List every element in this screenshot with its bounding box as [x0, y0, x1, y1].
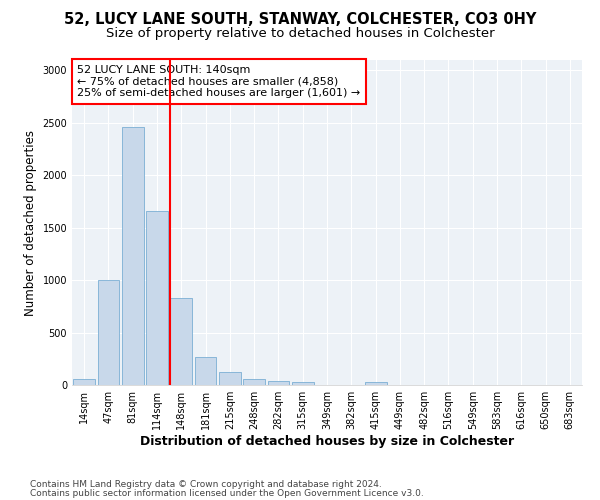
- Bar: [73, 379, 95, 385]
- Bar: [122, 127, 143, 385]
- Bar: [243, 379, 265, 385]
- Bar: [146, 211, 168, 385]
- Y-axis label: Number of detached properties: Number of detached properties: [24, 130, 37, 316]
- Bar: [97, 280, 119, 385]
- Bar: [194, 356, 217, 385]
- Text: Contains public sector information licensed under the Open Government Licence v3: Contains public sector information licen…: [30, 488, 424, 498]
- Text: 52 LUCY LANE SOUTH: 140sqm
← 75% of detached houses are smaller (4,858)
25% of s: 52 LUCY LANE SOUTH: 140sqm ← 75% of deta…: [77, 65, 361, 98]
- Text: 52, LUCY LANE SOUTH, STANWAY, COLCHESTER, CO3 0HY: 52, LUCY LANE SOUTH, STANWAY, COLCHESTER…: [64, 12, 536, 28]
- Bar: [365, 382, 386, 385]
- Bar: [292, 382, 314, 385]
- Bar: [170, 298, 192, 385]
- Text: Contains HM Land Registry data © Crown copyright and database right 2024.: Contains HM Land Registry data © Crown c…: [30, 480, 382, 489]
- X-axis label: Distribution of detached houses by size in Colchester: Distribution of detached houses by size …: [140, 435, 514, 448]
- Bar: [268, 382, 289, 385]
- Bar: [219, 372, 241, 385]
- Text: Size of property relative to detached houses in Colchester: Size of property relative to detached ho…: [106, 28, 494, 40]
